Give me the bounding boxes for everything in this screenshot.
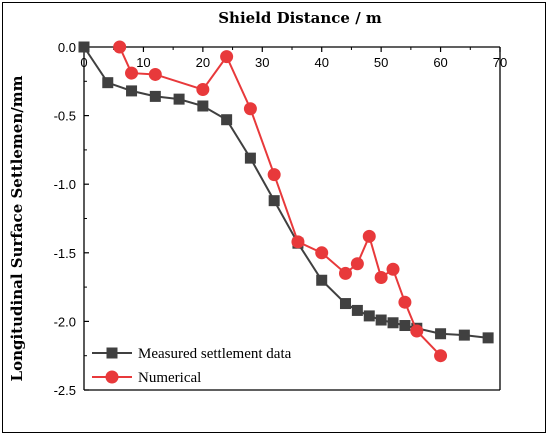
data-point — [458, 329, 470, 341]
x-axis-title: Shield Distance / m — [218, 9, 382, 27]
legend-label: Numerical — [138, 370, 201, 386]
x-tick-label: 60 — [433, 55, 447, 70]
data-point — [126, 85, 138, 97]
legend-label: Measured settlement data — [138, 346, 292, 362]
y-tick-label: -1.0 — [54, 177, 76, 192]
y-tick-label: -1.5 — [54, 246, 76, 261]
data-point — [375, 314, 387, 326]
data-point — [362, 229, 376, 243]
x-tick-label: 50 — [374, 55, 388, 70]
legend-marker — [106, 347, 118, 359]
x-tick-label: 70 — [493, 55, 507, 70]
data-point — [221, 114, 233, 126]
axes: 0 10 20 30 40 50 60 70 0.0 -0.5 -1.0 -1.5 -2.0 -2.5 Sh… — [8, 9, 507, 398]
legend: Measured settlement data Numerical — [92, 346, 292, 386]
data-point — [268, 195, 280, 207]
data-point — [339, 298, 351, 310]
data-point — [243, 102, 257, 116]
data-point — [434, 349, 448, 363]
data-point — [351, 304, 363, 316]
data-point — [173, 93, 185, 105]
data-point — [244, 152, 256, 164]
data-point — [363, 310, 375, 322]
x-tick-label: 40 — [314, 55, 328, 70]
y-tick-label: -0.5 — [54, 109, 76, 124]
x-tick-label: 0 — [80, 55, 87, 70]
x-tick-label: 20 — [196, 55, 210, 70]
y-axis-title: Longitudinal Surface Settlemen/mm — [8, 75, 26, 381]
legend-entry: Measured settlement data — [92, 346, 292, 362]
data-point — [102, 77, 114, 89]
legend-entry: Numerical — [92, 370, 201, 386]
data-point — [338, 266, 352, 280]
data-point — [398, 295, 412, 309]
series-line — [118, 46, 442, 357]
data-point — [113, 40, 127, 54]
data-point — [410, 324, 424, 338]
data-point — [482, 332, 494, 344]
x-tick-label: 10 — [136, 55, 150, 70]
data-point — [386, 262, 400, 276]
data-point — [196, 83, 210, 97]
data-point — [149, 90, 161, 102]
data-point — [197, 100, 209, 112]
data-point — [316, 274, 328, 286]
data-point — [267, 168, 281, 182]
y-tick-label: -2.5 — [54, 383, 76, 398]
data-point — [350, 257, 364, 271]
chart-frame — [2, 2, 546, 433]
series-layer — [78, 40, 494, 363]
data-point — [387, 317, 399, 329]
data-point — [220, 50, 234, 64]
y-tick-label: -2.0 — [54, 314, 76, 329]
data-point — [148, 67, 162, 81]
data-point — [399, 320, 411, 332]
series-measured — [78, 41, 494, 344]
data-point — [435, 328, 447, 340]
data-point — [78, 41, 90, 53]
x-tick-label: 30 — [255, 55, 269, 70]
data-point — [291, 235, 305, 249]
data-point — [125, 66, 139, 80]
legend-marker — [105, 370, 119, 384]
data-point — [374, 270, 388, 284]
series-line — [83, 46, 489, 339]
data-point — [315, 246, 329, 260]
y-tick-label: 0.0 — [58, 40, 76, 55]
series-numerical — [113, 40, 448, 363]
